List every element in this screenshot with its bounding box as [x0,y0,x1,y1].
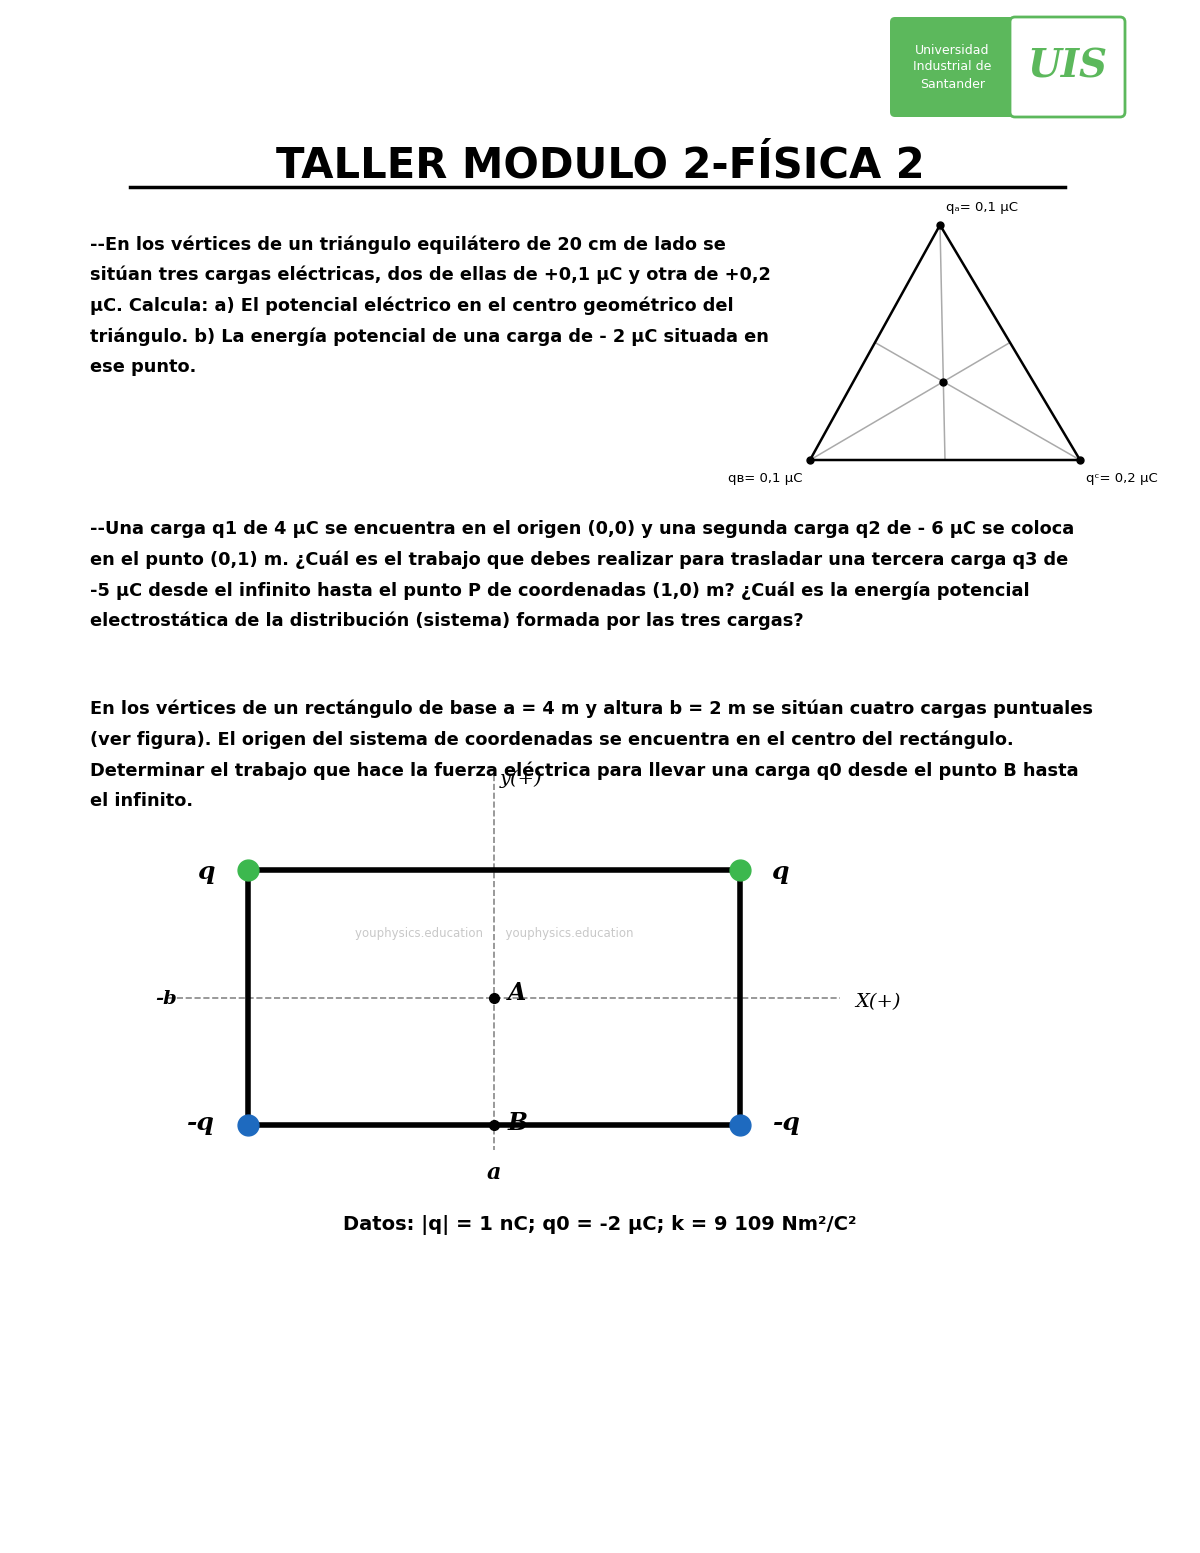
Text: En los vértices de un rectángulo de base a = 4 m y altura b = 2 m se sitúan cuat: En los vértices de un rectángulo de base… [90,700,1093,811]
Text: qᶜ= 0,2 µC: qᶜ= 0,2 µC [1086,472,1158,485]
Text: y(+): y(+) [500,770,542,789]
Text: q: q [197,860,215,884]
Text: A: A [508,980,527,1005]
Text: -q: -q [187,1110,215,1135]
Text: q: q [772,860,788,884]
FancyBboxPatch shape [890,17,1015,116]
Text: a: a [487,1162,502,1183]
Text: UIS: UIS [1027,48,1108,85]
Text: -q: -q [773,1110,800,1135]
Text: Datos: |q| = 1 nC; q0 = -2 µC; k = 9 109 Nm²/C²: Datos: |q| = 1 nC; q0 = -2 µC; k = 9 109… [343,1214,857,1235]
Text: TALLER MODULO 2-FÍSICA 2: TALLER MODULO 2-FÍSICA 2 [276,144,924,186]
Text: --En los vértices de un triángulo equilátero de 20 cm de lado se
sitúan tres car: --En los vértices de un triángulo equilá… [90,235,770,376]
Text: -b: -b [155,991,176,1008]
Text: youphysics.education      youphysics.education: youphysics.education youphysics.educatio… [355,927,634,940]
Text: qₐ= 0,1 µC: qₐ= 0,1 µC [946,200,1018,213]
Text: qʙ= 0,1 µC: qʙ= 0,1 µC [727,472,802,485]
Text: X(+): X(+) [854,994,900,1011]
Text: Universidad
Industrial de
Santander: Universidad Industrial de Santander [913,43,991,90]
FancyBboxPatch shape [1010,17,1126,116]
Text: --Una carga q1 de 4 µC se encuentra en el origen (0,0) y una segunda carga q2 de: --Una carga q1 de 4 µC se encuentra en e… [90,520,1074,631]
Text: B: B [508,1110,528,1135]
